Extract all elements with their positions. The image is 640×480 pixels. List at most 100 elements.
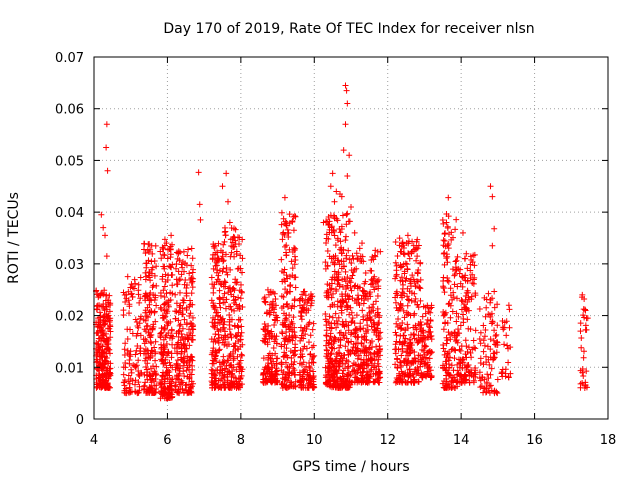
data-point <box>417 328 424 335</box>
data-point <box>173 330 180 337</box>
data-point <box>414 301 421 308</box>
data-point <box>217 304 224 311</box>
data-point <box>188 353 195 360</box>
data-point <box>377 248 384 255</box>
data-point <box>324 281 331 288</box>
data-point <box>164 255 171 262</box>
data-point <box>369 253 376 260</box>
data-point <box>289 337 296 344</box>
data-point <box>421 343 428 350</box>
data-point <box>211 355 218 362</box>
data-point <box>174 388 181 395</box>
data-point <box>288 370 295 377</box>
data-point <box>302 292 309 299</box>
data-point <box>355 292 362 299</box>
data-point <box>227 236 234 243</box>
data-point <box>214 257 221 264</box>
data-point <box>283 301 290 308</box>
data-point <box>472 290 479 297</box>
data-point <box>459 298 466 305</box>
data-point <box>291 329 298 336</box>
data-point <box>222 366 229 373</box>
data-point <box>396 235 403 242</box>
data-point <box>299 291 306 298</box>
data-point <box>146 291 153 298</box>
data-point <box>417 276 424 283</box>
data-point <box>304 371 311 378</box>
data-point <box>227 380 234 387</box>
data-point <box>306 379 313 386</box>
data-point <box>107 334 114 341</box>
data-point <box>404 349 411 356</box>
data-point <box>178 331 185 338</box>
data-point <box>183 321 190 328</box>
data-point <box>282 352 289 359</box>
data-point-outlier <box>196 201 203 208</box>
data-point-outlier <box>329 170 336 177</box>
data-point <box>283 222 290 229</box>
data-point-outlier <box>505 302 512 309</box>
data-point <box>362 344 369 351</box>
data-point <box>476 305 483 312</box>
data-point <box>234 305 241 312</box>
data-point <box>376 335 383 342</box>
data-point <box>393 338 400 345</box>
data-point <box>426 348 433 355</box>
data-point <box>158 390 165 397</box>
data-point <box>406 288 413 295</box>
data-point <box>360 316 367 323</box>
data-point <box>288 258 295 265</box>
data-point <box>397 277 404 284</box>
data-point <box>468 296 475 303</box>
data-point <box>187 310 194 317</box>
data-point <box>163 310 170 317</box>
data-point <box>375 363 382 370</box>
data-point <box>143 366 150 373</box>
data-point <box>282 376 289 383</box>
data-point <box>409 371 416 378</box>
data-point <box>307 364 314 371</box>
data-point <box>411 368 418 375</box>
data-point <box>151 258 158 265</box>
data-point <box>145 329 152 336</box>
data-point <box>212 380 219 387</box>
data-point <box>584 315 591 322</box>
data-point <box>324 218 331 225</box>
data-point <box>397 325 404 332</box>
data-point <box>349 379 356 386</box>
data-point <box>368 256 375 263</box>
data-point <box>464 316 471 323</box>
data-point <box>456 364 463 371</box>
data-point <box>261 338 268 345</box>
data-point <box>507 344 514 351</box>
data-point <box>183 345 190 352</box>
data-point <box>449 234 456 241</box>
data-point <box>235 324 242 331</box>
data-point <box>221 238 228 245</box>
data-point <box>136 299 143 306</box>
data-point <box>441 310 448 317</box>
data-point <box>444 259 451 266</box>
data-point <box>338 226 345 233</box>
data-point <box>477 340 484 347</box>
data-point <box>220 258 227 265</box>
data-point <box>220 241 227 248</box>
data-point <box>212 262 219 269</box>
data-point <box>226 352 233 359</box>
y-tick-label: 0.05 <box>55 154 84 169</box>
data-point <box>286 326 293 333</box>
data-point-outlier <box>443 219 450 226</box>
data-point <box>127 375 134 382</box>
chart-title: Day 170 of 2019, Rate Of TEC Index for r… <box>163 21 534 37</box>
data-point <box>239 352 246 359</box>
data-point <box>342 233 349 240</box>
data-point <box>301 375 308 382</box>
data-point <box>157 290 164 297</box>
data-point <box>228 334 235 341</box>
data-point <box>134 330 141 337</box>
data-point <box>180 299 187 306</box>
data-point-outlier <box>351 229 358 236</box>
data-point <box>337 342 344 349</box>
data-point <box>354 285 361 292</box>
data-point <box>457 280 464 287</box>
